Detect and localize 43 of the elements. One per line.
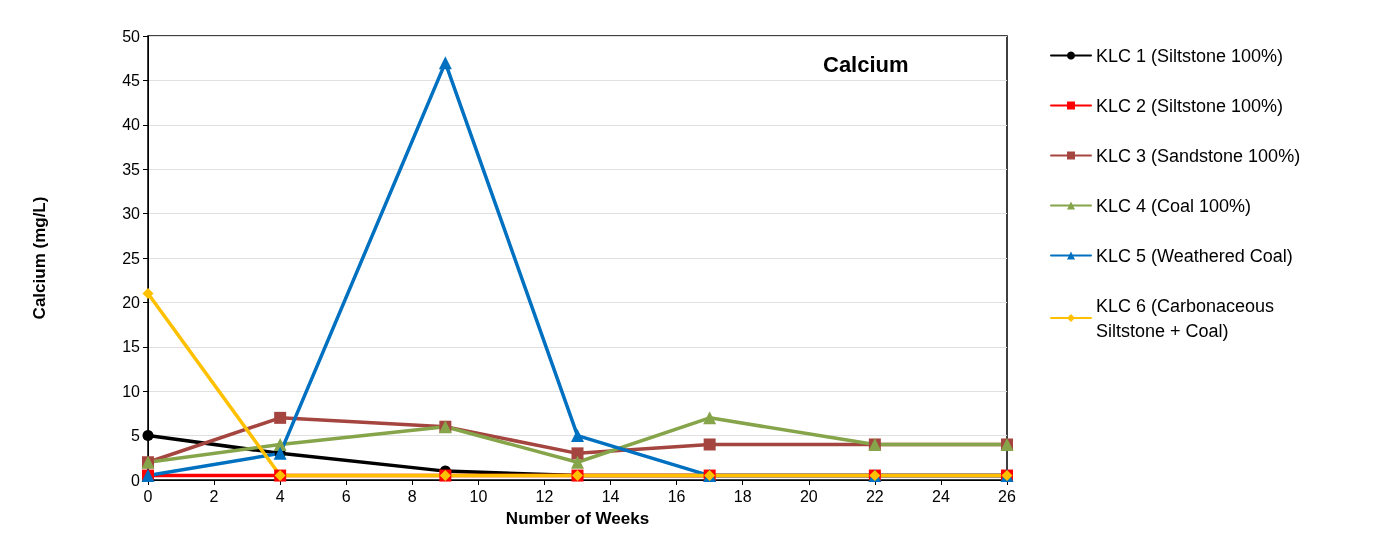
point bbox=[703, 438, 716, 451]
y-tick-label: 25 bbox=[122, 249, 141, 267]
x-tick-label: 26 bbox=[998, 487, 1016, 505]
x-tick-label: 0 bbox=[143, 487, 153, 505]
point bbox=[571, 447, 584, 460]
legend-label: KLC 6 (Carbonaceous Siltstone + Coal) bbox=[1096, 295, 1280, 341]
x-tick-label: 22 bbox=[865, 487, 884, 505]
point bbox=[571, 455, 584, 469]
x-tick-label: 8 bbox=[407, 487, 417, 505]
point bbox=[438, 56, 452, 70]
y-tick-label: 50 bbox=[122, 27, 141, 45]
y-tick-label: 15 bbox=[122, 338, 141, 356]
y-tick-label: 30 bbox=[122, 205, 141, 223]
x-tick-label: 4 bbox=[275, 487, 285, 505]
x-tick-label: 16 bbox=[667, 487, 686, 505]
legend-label: KLC 4 (Coal 100%) bbox=[1096, 195, 1252, 216]
point bbox=[274, 411, 287, 424]
legend-label: KLC 5 (Weathered Coal) bbox=[1096, 245, 1293, 266]
y-tick-label: 45 bbox=[122, 71, 141, 89]
y-tick-label: 20 bbox=[122, 293, 141, 311]
x-tick-label: 2 bbox=[209, 487, 219, 505]
x-tick-label: 18 bbox=[733, 487, 752, 505]
x-tick-label: 10 bbox=[469, 487, 488, 505]
legend-label: KLC 3 (Sandstone 100%) bbox=[1096, 145, 1301, 166]
point bbox=[142, 288, 154, 300]
y-tick-label: 5 bbox=[131, 427, 141, 445]
point bbox=[703, 411, 717, 425]
y-tick-label: 10 bbox=[122, 382, 141, 400]
x-tick-label: 20 bbox=[799, 487, 818, 505]
y-axis-title: Calcium (mg/L) bbox=[30, 196, 49, 320]
legend-label: KLC 2 (Siltstone 100%) bbox=[1096, 95, 1284, 116]
text: Calcium bbox=[823, 51, 909, 77]
y-tick-label: 40 bbox=[122, 116, 141, 134]
y-tick-label: 35 bbox=[122, 160, 141, 178]
x-axis-title: Number of Weeks bbox=[505, 509, 650, 528]
point bbox=[571, 429, 584, 443]
point bbox=[142, 430, 154, 442]
x-tick-label: 6 bbox=[341, 487, 351, 505]
legend-label: KLC 1 (Siltstone 100%) bbox=[1096, 45, 1284, 66]
x-tick-label: 12 bbox=[535, 487, 554, 505]
x-tick-label: 14 bbox=[601, 487, 620, 505]
y-tick-label: 0 bbox=[131, 471, 141, 489]
x-tick-label: 24 bbox=[932, 487, 950, 505]
